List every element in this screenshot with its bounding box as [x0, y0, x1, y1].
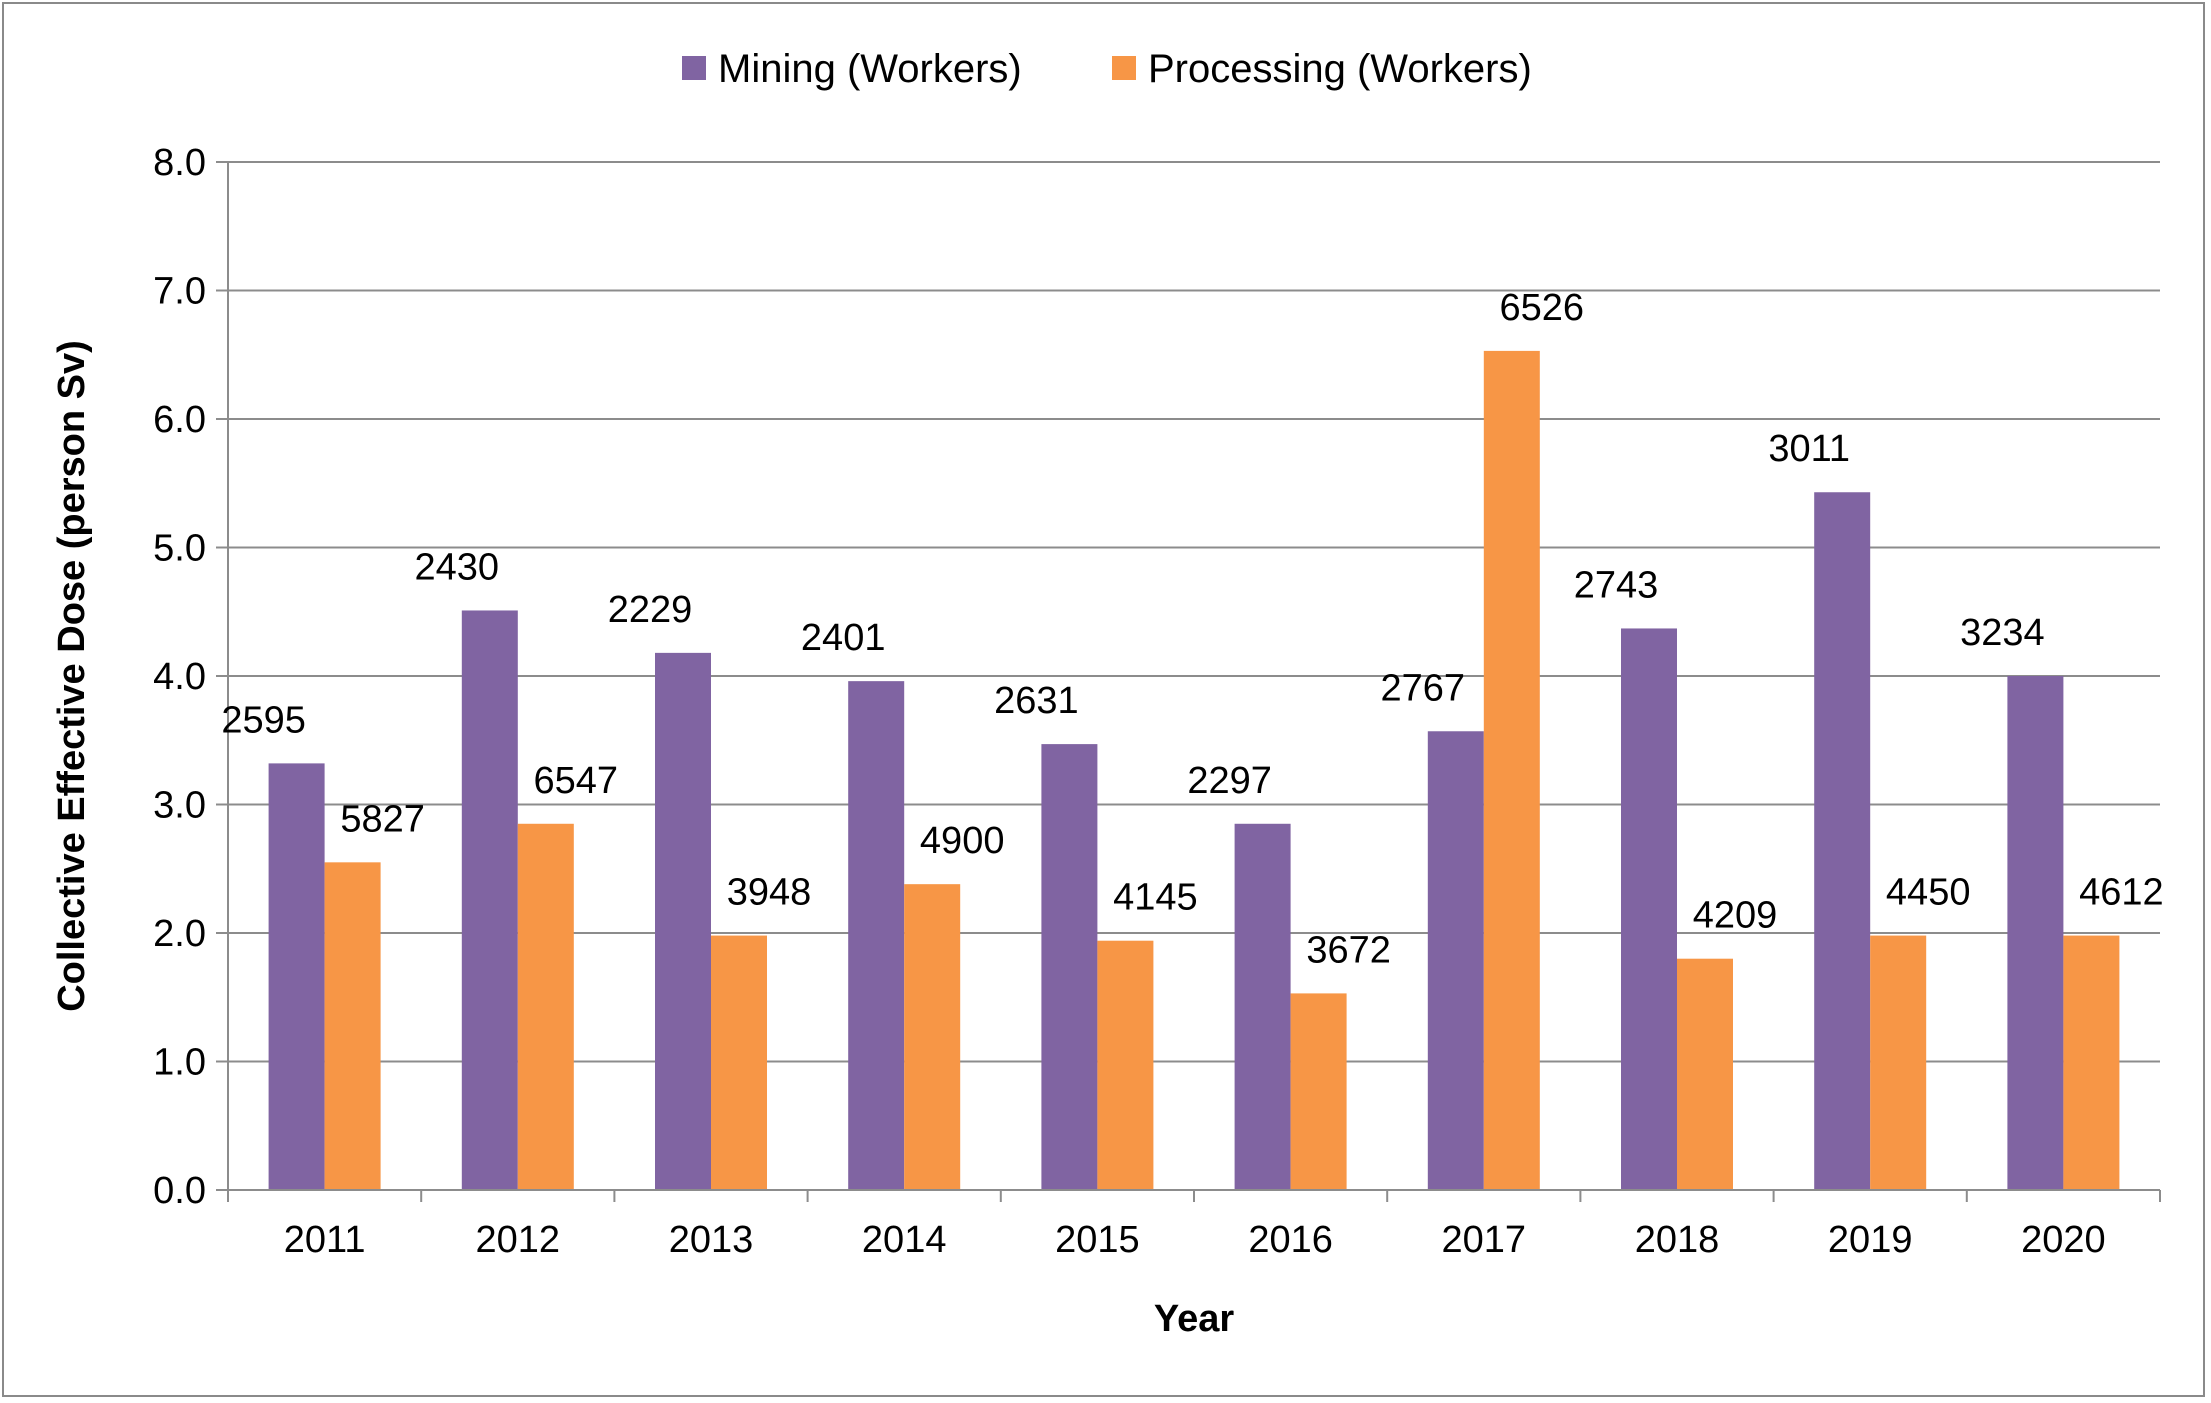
bar-mining — [848, 681, 905, 1190]
bar-mining — [2007, 676, 2064, 1190]
x-tick-label: 2011 — [284, 1219, 366, 1261]
data-label: 2595 — [221, 699, 306, 741]
x-tick-label: 2012 — [476, 1219, 561, 1261]
data-label: 2229 — [608, 589, 693, 631]
y-tick-label: 3.0 — [153, 785, 206, 827]
bar-processing — [1097, 940, 1154, 1190]
x-tick-label: 2020 — [2021, 1219, 2106, 1261]
data-label: 6547 — [534, 760, 619, 802]
bar-processing — [711, 935, 767, 1190]
bars — [268, 350, 2120, 1190]
bar-processing — [324, 862, 381, 1190]
legend-label: Mining (Workers) — [718, 47, 1022, 91]
x-tick-label: 2019 — [1828, 1219, 1913, 1261]
bar-processing — [1677, 958, 1733, 1190]
y-tick-label: 4.0 — [153, 656, 206, 698]
labels: 2595 5827 2430 6547 2229 3948 2401 4900 2631 4145… — [221, 287, 2163, 972]
data-label: 2297 — [1187, 760, 1272, 802]
legend-label: Processing (Workers) — [1148, 47, 1532, 91]
legend-swatch — [1112, 56, 1136, 80]
bar-processing — [1290, 993, 1347, 1190]
bar-processing — [1483, 350, 1540, 1190]
bar-processing — [2063, 935, 2120, 1190]
legend: Mining (Workers) Processing (Workers) — [682, 47, 1532, 91]
x-tick-label: 2015 — [1055, 1219, 1140, 1261]
x-tick-label: 2014 — [862, 1219, 947, 1261]
data-label: 3672 — [1306, 929, 1391, 971]
y-tick-label: 0.0 — [153, 1170, 206, 1212]
bar-mining — [1041, 744, 1098, 1190]
bar-mining — [268, 763, 325, 1190]
data-label: 4612 — [2079, 872, 2164, 914]
bar-mining — [1427, 731, 1484, 1190]
x-tick-label: 2016 — [1248, 1219, 1333, 1261]
x-tick-label: 2017 — [1442, 1219, 1527, 1261]
bar-mining — [655, 652, 711, 1190]
y-tick-label: 7.0 — [153, 271, 206, 313]
y-tick-label: 1.0 — [153, 1042, 206, 1084]
bar-processing — [1870, 935, 1927, 1190]
bar-mining — [1621, 628, 1677, 1190]
y-tick-label: 8.0 — [153, 142, 206, 184]
x-tick-label: 2018 — [1635, 1219, 1720, 1261]
data-label: 2430 — [415, 546, 500, 588]
data-label: 3948 — [727, 872, 812, 914]
y-axis-title: Collective Effective Dose (person Sv) — [51, 340, 93, 1012]
bar-processing — [904, 884, 961, 1190]
data-label: 3011 — [1768, 428, 1850, 470]
data-label: 5827 — [340, 798, 425, 840]
data-label: 4145 — [1113, 877, 1198, 919]
bar-processing — [517, 823, 574, 1190]
data-label: 2743 — [1574, 564, 1659, 606]
legend-swatch — [682, 56, 706, 80]
data-label: 4209 — [1693, 895, 1778, 937]
y-tick-label: 5.0 — [153, 528, 206, 570]
data-label: 2767 — [1381, 667, 1466, 709]
data-label: 6526 — [1500, 287, 1585, 329]
data-label: 4450 — [1886, 872, 1971, 914]
y-tick-label: 2.0 — [153, 913, 206, 955]
x-tick-label: 2013 — [669, 1219, 754, 1261]
data-label: 2401 — [801, 617, 886, 659]
bar-mining — [1234, 823, 1291, 1190]
bar-mining — [1814, 492, 1871, 1190]
x-axis-title: Year — [1154, 1298, 1235, 1340]
data-label: 2631 — [994, 680, 1079, 722]
data-label: 4900 — [920, 820, 1005, 862]
y-tick-label: 6.0 — [153, 399, 206, 441]
data-label: 3234 — [1960, 612, 2045, 654]
axes: 0.0 1.0 2.0 3.0 4.0 5.0 6.0 7.0 8.0 2011 2012 2013 2… — [51, 142, 2161, 1340]
bar-mining — [461, 610, 518, 1190]
